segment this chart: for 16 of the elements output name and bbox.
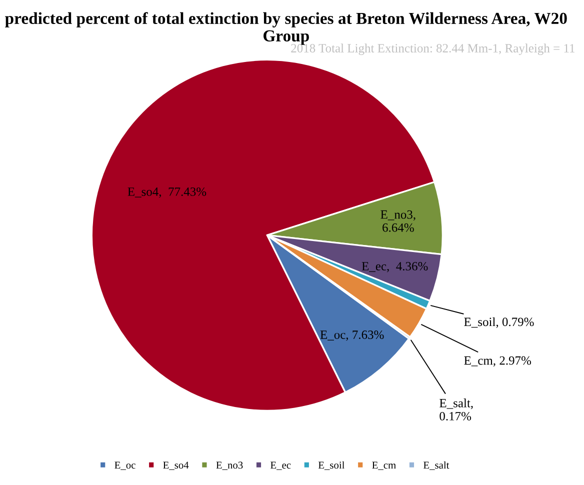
legend-label: E_oc: [114, 462, 136, 470]
data-label: E_ec, 4.36%: [362, 262, 428, 272]
legend-label: E_ec: [270, 462, 291, 470]
data-label: E_so4, 77.43%: [128, 187, 206, 198]
legend-label: E_no3: [216, 462, 243, 470]
legend-label: E_soil: [318, 461, 345, 470]
data-label: E_cm, 2.97%: [464, 356, 532, 367]
data-label: E_no3, 6.64%: [380, 210, 416, 232]
chart-subtitle: 2018 Total Light Extinction: 82.44 Mm-1, Rayleigh = 11: [291, 44, 574, 56]
legend-label: E_salt: [423, 461, 450, 470]
legend-label: E_cm: [372, 462, 396, 470]
data-label: E_salt, 0.17%: [440, 398, 473, 420]
data-label: E_oc, 7.63%: [320, 330, 384, 341]
legend-label: E_so4: [163, 462, 189, 470]
chart-title: predicted percent of total extinction by species at Breton Wilderness Area, W20 Group: [5, 12, 567, 45]
data-label: E_soil, 0.79%: [464, 317, 534, 328]
